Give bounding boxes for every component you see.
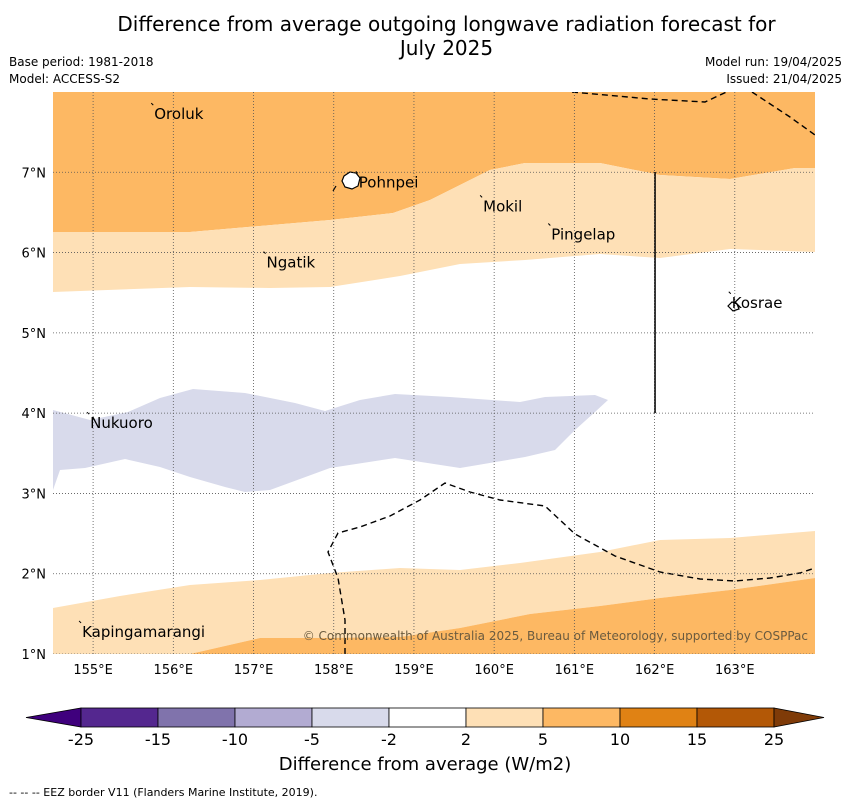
place-marker <box>78 620 82 624</box>
longitude-tick-label: 159°E <box>394 663 434 678</box>
colorbar-segment <box>234 707 313 728</box>
colorbar-label: Difference from average (W/m2) <box>278 754 572 775</box>
anomaly-region-north-light <box>53 163 815 292</box>
colorbar-segment <box>542 707 621 728</box>
colorbar-tick-label: 10 <box>610 730 630 749</box>
place-marker <box>479 195 483 198</box>
anomaly-region-south-orange <box>190 578 815 654</box>
colorbar-tick-label: 25 <box>764 730 784 749</box>
place-label-mokil: Mokil <box>483 197 522 215</box>
latitude-tick-label: 4°N <box>22 407 47 422</box>
eez-source-note: -- -- -- EEZ border V11 (Flanders Marine… <box>9 786 318 799</box>
grid-lines <box>53 92 815 654</box>
anomaly-region-north-orange <box>53 92 815 232</box>
model-run: Model run: 19/04/2025 <box>704 55 842 69</box>
longitude-tick-label: 162°E <box>635 663 675 678</box>
latitude-tick-label: 6°N <box>22 247 47 262</box>
longitude-tick-label: 161°E <box>555 663 595 678</box>
pohnpei-islet <box>332 185 337 192</box>
map-title: Difference from average outgoing longwav… <box>0 12 850 60</box>
longitude-tick-label: 163°E <box>715 663 755 678</box>
meta-right: Model run: 19/04/2025 Issued: 21/04/2025 <box>705 54 842 88</box>
place-label-kosrae: Kosrae <box>732 294 783 312</box>
kosrae-island-outline <box>727 301 740 312</box>
longitude-tick-label: 160°E <box>474 663 514 678</box>
latitude-tick-label: 7°N <box>22 166 47 181</box>
issued-date: Issued: 21/04/2025 <box>726 72 842 86</box>
colorbar-tick-label: 5 <box>538 730 548 749</box>
colorbar-tick-label: -15 <box>145 730 171 749</box>
eez-border-south <box>327 482 815 654</box>
colorbar-segment <box>465 707 544 728</box>
latitude-tick-label: 2°N <box>22 568 47 583</box>
colorbar-segment <box>80 707 159 728</box>
colorbar-tick-label: 15 <box>687 730 707 749</box>
place-labels: Oroluk Pohnpei Mokil Pingelap Ngatik Kosrae Nu… <box>78 102 783 641</box>
longitude-tick-label: 158°E <box>314 663 354 678</box>
place-label-nukuoro: Nukuoro <box>90 414 153 432</box>
colorbar-tick-label: -5 <box>304 730 320 749</box>
pohnpei-island-outline <box>341 171 361 190</box>
place-marker <box>728 291 732 295</box>
place-marker <box>86 411 90 415</box>
latitude-ticks: 1°N 2°N 3°N 4°N 5°N 6°N 7°N <box>22 166 47 663</box>
colorbar: -25 -15 -10 -5 -2 2 5 10 15 25 <box>25 707 825 749</box>
latitude-tick-label: 5°N <box>22 327 47 342</box>
colorbar-extend-low <box>25 707 82 728</box>
place-marker <box>547 223 551 226</box>
copyright-notice: © Commonwealth of Australia 2025, Bureau… <box>303 629 808 643</box>
colorbar-tick-label: -25 <box>68 730 94 749</box>
place-label-oroluk: Oroluk <box>154 105 203 123</box>
meta-left: Base period: 1981-2018 Model: ACCESS-S2 <box>9 54 154 88</box>
colorbar-extend-high <box>773 707 825 728</box>
place-marker <box>355 170 359 174</box>
place-label-pohnpei: Pohnpei <box>359 173 419 191</box>
latitude-tick-label: 3°N <box>22 487 47 502</box>
longitude-tick-label: 156°E <box>154 663 194 678</box>
title-line-1: Difference from average outgoing longwav… <box>117 12 776 36</box>
place-label-kapingamarangi: Kapingamarangi <box>82 623 205 641</box>
model-name: Model: ACCESS-S2 <box>9 72 121 86</box>
colorbar-segment <box>157 707 236 728</box>
anomaly-region-south-light <box>53 531 815 654</box>
longitude-ticks: 155°E 156°E 157°E 158°E 159°E 160°E 161°E 162°E… <box>73 663 754 678</box>
place-label-ngatik: Ngatik <box>267 254 316 272</box>
colorbar-tick-label: -10 <box>222 730 248 749</box>
eez-border-north <box>571 92 815 136</box>
place-marker <box>263 251 266 254</box>
colorbar-segment <box>388 707 467 728</box>
anomaly-region-negative <box>53 389 608 492</box>
longitude-tick-label: 155°E <box>73 663 113 678</box>
colorbar-segment <box>619 707 698 728</box>
colorbar-tick-label: 2 <box>461 730 471 749</box>
latitude-tick-label: 1°N <box>22 648 47 663</box>
title-line-2: July 2025 <box>399 36 494 60</box>
colorbar-segment <box>696 707 775 728</box>
map-area: Oroluk Pohnpei Mokil Pingelap Ngatik Kosrae Nu… <box>53 92 815 654</box>
place-marker <box>150 102 154 106</box>
place-label-pingelap: Pingelap <box>551 226 615 244</box>
colorbar-tick-label: -2 <box>381 730 397 749</box>
colorbar-segment <box>311 707 390 728</box>
base-period: Base period: 1981-2018 <box>9 55 154 69</box>
longitude-tick-label: 157°E <box>234 663 274 678</box>
